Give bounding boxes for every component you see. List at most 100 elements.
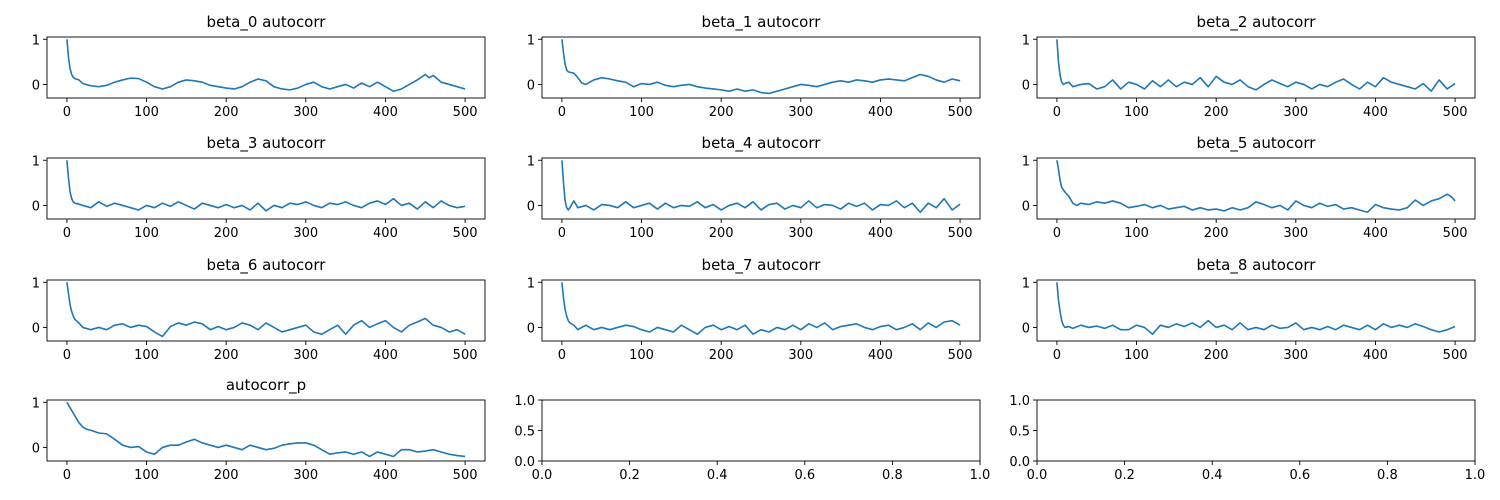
subplot-2: beta_2 autocorr 0 100 200 300 400 500 0 1 (1022, 13, 1476, 120)
subplot-title: beta_0 autocorr (207, 13, 327, 32)
x-tick-label: 200 (214, 468, 239, 483)
subplot-title: beta_3 autocorr (207, 134, 327, 153)
y-tick-label: 1.0 (514, 394, 535, 409)
subplot-title: beta_5 autocorr (1197, 134, 1317, 153)
y-tick-label: 0 (1022, 78, 1030, 93)
y-tick-label: 0 (32, 441, 40, 456)
x-tick-label: 0 (63, 105, 71, 120)
y-tick-label: 1 (32, 33, 40, 48)
x-tick-label: 0 (63, 468, 71, 483)
x-tick-label: 100 (629, 226, 654, 241)
subplot-4: beta_4 autocorr 0 100 200 300 400 500 0 1 (527, 134, 981, 241)
y-tick-label: 0 (32, 78, 40, 93)
y-tick-label: 1 (1022, 33, 1030, 48)
series-line (1056, 282, 1456, 336)
x-tick-label: 400 (373, 105, 398, 120)
x-tick-label: 300 (1283, 226, 1308, 241)
x-tick-label: 100 (134, 105, 159, 120)
x-tick-label: 500 (453, 468, 478, 483)
x-tick-label: 0 (1053, 105, 1061, 120)
y-tick-label: 1 (1022, 276, 1030, 291)
subplot-title: beta_4 autocorr (702, 134, 822, 153)
subplot-title: beta_1 autocorr (702, 13, 822, 32)
series-line (561, 282, 961, 336)
x-tick-label: 0 (558, 226, 566, 241)
x-tick-label: 400 (1363, 105, 1388, 120)
x-tick-label: 0 (63, 348, 71, 363)
axes-frame (541, 399, 981, 462)
y-tick-label: 1 (527, 33, 535, 48)
subplot-10: 0.0 0.2 0.4 0.6 0.8 1.0 0.0 0.5 1.0 (514, 394, 990, 483)
x-tick-label: 200 (709, 226, 734, 241)
y-tick-label: 0.0 (514, 455, 535, 470)
series-line (1056, 160, 1456, 214)
x-tick-label: 0 (1053, 348, 1061, 363)
x-tick-label: 100 (1124, 226, 1149, 241)
x-tick-label: 300 (293, 105, 318, 120)
axes-frame (46, 399, 486, 462)
x-tick-label: 200 (1204, 105, 1229, 120)
axes-frame (1036, 36, 1476, 99)
x-tick-label: 300 (293, 348, 318, 363)
subplot-8: beta_8 autocorr 0 100 200 300 400 500 0 1 (1022, 256, 1476, 363)
subplot-1: beta_1 autocorr 0 100 200 300 400 500 0 1 (527, 13, 981, 120)
subplot-11: 0.0 0.2 0.4 0.6 0.8 1.0 0.0 0.5 1.0 (1009, 394, 1485, 483)
x-tick-label: 400 (373, 348, 398, 363)
x-tick-label: 200 (214, 226, 239, 241)
x-tick-label: 400 (373, 226, 398, 241)
y-tick-label: 1.0 (1009, 394, 1030, 409)
axes-frame (1036, 399, 1476, 462)
subplot-7: beta_7 autocorr 0 100 200 300 400 500 0 1 (527, 256, 981, 363)
axes-frame (541, 279, 981, 342)
x-tick-label: 100 (1124, 105, 1149, 120)
subplot-title: beta_6 autocorr (207, 256, 327, 275)
x-tick-label: 500 (1443, 348, 1468, 363)
x-tick-label: 400 (868, 105, 893, 120)
x-tick-label: 200 (709, 105, 734, 120)
x-tick-label: 500 (453, 348, 478, 363)
y-tick-label: 0.5 (514, 425, 535, 440)
x-tick-label: 0.2 (619, 468, 640, 483)
x-tick-label: 100 (629, 105, 654, 120)
x-tick-label: 100 (134, 226, 159, 241)
x-tick-label: 200 (1204, 226, 1229, 241)
y-tick-label: 0 (527, 78, 535, 93)
y-tick-label: 0 (32, 321, 40, 336)
x-tick-label: 0.2 (1114, 468, 1135, 483)
x-tick-label: 0 (558, 105, 566, 120)
x-tick-label: 1.0 (970, 468, 991, 483)
y-tick-label: 0.0 (1009, 455, 1030, 470)
x-tick-label: 300 (788, 226, 813, 241)
y-tick-label: 0 (1022, 199, 1030, 214)
x-tick-label: 400 (1363, 348, 1388, 363)
x-tick-label: 500 (453, 105, 478, 120)
x-tick-label: 500 (948, 226, 973, 241)
x-tick-label: 300 (788, 105, 813, 120)
subplot-0: beta_0 autocorr 0 100 200 300 400 500 0 1 (32, 13, 486, 120)
x-tick-label: 300 (1283, 348, 1308, 363)
subplot-9: autocorr_p 0 100 200 300 400 500 0 1 (32, 376, 486, 483)
x-tick-label: 500 (948, 348, 973, 363)
subplot-5: beta_5 autocorr 0 100 200 300 400 500 0 1 (1022, 134, 1476, 241)
series-line (66, 401, 466, 458)
y-tick-label: 1 (527, 276, 535, 291)
x-tick-label: 0 (63, 226, 71, 241)
series-line (1056, 39, 1456, 93)
y-tick-label: 1 (32, 396, 40, 411)
x-tick-label: 0.0 (532, 468, 553, 483)
x-tick-label: 100 (134, 348, 159, 363)
x-tick-label: 0.6 (794, 468, 815, 483)
axes-frame (46, 157, 486, 220)
x-tick-label: 500 (453, 226, 478, 241)
x-tick-label: 200 (709, 348, 734, 363)
x-tick-label: 0.8 (1377, 468, 1398, 483)
x-tick-label: 0.0 (1027, 468, 1048, 483)
axes-frame (1036, 157, 1476, 220)
y-tick-label: 1 (32, 154, 40, 169)
subplot-6: beta_6 autocorr 0 100 200 300 400 500 0 1 (32, 256, 486, 363)
x-tick-label: 0.4 (1202, 468, 1223, 483)
axes-frame (541, 36, 981, 99)
subplot-title: beta_8 autocorr (1197, 256, 1317, 275)
x-tick-label: 100 (1124, 348, 1149, 363)
